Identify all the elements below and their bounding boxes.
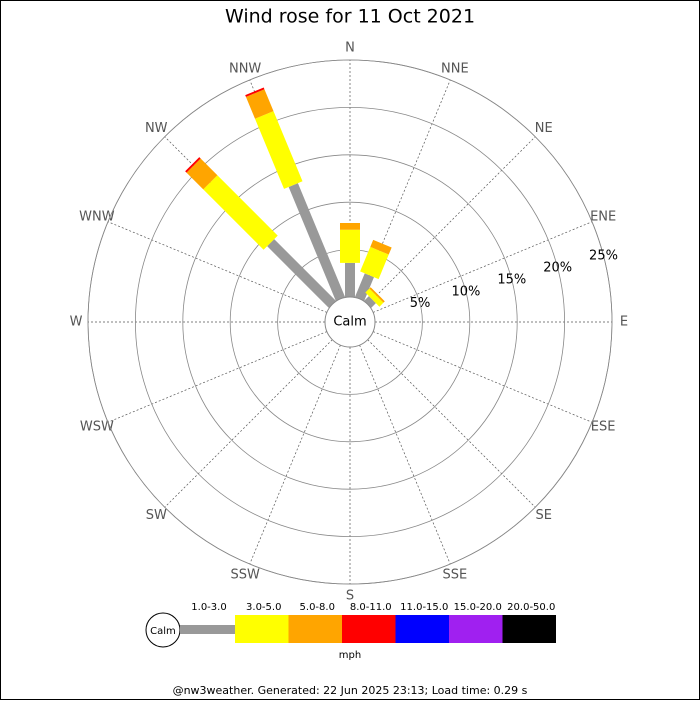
calm-label: Calm	[333, 315, 366, 330]
direction-label: SE	[536, 508, 552, 523]
direction-label: W	[70, 315, 83, 330]
direction-line	[367, 136, 536, 305]
wind-segment	[255, 111, 303, 189]
wind-segment	[370, 239, 392, 255]
legend-label: 20.0-50.0	[507, 602, 555, 613]
direction-line	[359, 79, 451, 300]
direction-label: WNW	[79, 210, 115, 225]
grid-ring	[87, 59, 613, 585]
direction-line	[372, 221, 593, 313]
direction-label: E	[620, 315, 628, 330]
direction-label: NW	[145, 121, 168, 136]
legend-swatch	[180, 625, 235, 634]
wind-segment	[267, 239, 336, 308]
wind-segment	[245, 87, 265, 97]
direction-line	[372, 331, 593, 423]
wind-segment	[369, 287, 385, 303]
direction-label: SSE	[442, 568, 467, 583]
wind-segment	[186, 158, 218, 190]
wind-segment	[203, 175, 278, 250]
legend-label: 5.0-8.0	[300, 602, 335, 613]
wind-segment	[185, 157, 201, 173]
direction-label: N	[345, 41, 355, 56]
direction-label: WSW	[80, 419, 114, 434]
direction-line	[164, 339, 333, 508]
direction-line	[367, 339, 536, 508]
legend-label: 11.0-15.0	[400, 602, 448, 613]
legend-label: 15.0-20.0	[454, 602, 502, 613]
direction-label: ENE	[590, 210, 616, 225]
direction-label: NNE	[441, 61, 469, 76]
legend-swatch	[395, 615, 449, 643]
wind-segment	[345, 262, 355, 297]
wind-segment	[354, 273, 374, 301]
r-tick-label: 5%	[410, 296, 431, 311]
direction-line	[107, 331, 328, 423]
legend-label: 3.0-5.0	[246, 602, 281, 613]
direction-label: NNW	[229, 61, 261, 76]
direction-label: SW	[146, 508, 167, 523]
direction-label: ESE	[591, 419, 616, 434]
r-tick-label: 25%	[589, 248, 618, 263]
r-tick-label: 15%	[497, 272, 526, 287]
direction-line	[359, 344, 451, 565]
grid-ring	[134, 106, 566, 538]
legend-swatch	[288, 615, 342, 643]
wind-segment	[360, 246, 389, 280]
direction-line	[249, 344, 341, 565]
direction-label: S	[346, 589, 354, 604]
legend-swatch	[235, 615, 289, 643]
direction-line	[107, 221, 328, 313]
r-tick-label: 20%	[543, 260, 572, 275]
direction-label: SSW	[230, 568, 260, 583]
calm-circle	[324, 296, 376, 348]
wind-segment	[365, 288, 384, 307]
grid-ring	[182, 154, 518, 490]
legend-swatch	[449, 615, 503, 643]
footer: @nw3weather. Generated: 22 Jun 2025 23:1…	[173, 684, 528, 697]
wind-segment	[245, 89, 274, 119]
grid-ring	[229, 201, 471, 443]
legend-swatch	[502, 615, 556, 643]
legend-label: 1.0-3.0	[191, 602, 226, 613]
r-tick-label: 10%	[451, 284, 480, 299]
wind-segment	[288, 183, 346, 301]
wind-segment	[340, 223, 360, 230]
wind-segment	[340, 229, 360, 263]
direction-label: NE	[535, 121, 553, 136]
wind-segment	[364, 296, 376, 308]
chart-title: Wind rose for 11 Oct 2021	[225, 6, 475, 28]
unit-label: mph	[339, 650, 361, 661]
legend-swatch	[342, 615, 396, 643]
legend-calm-label: Calm	[150, 626, 176, 637]
legend-label: 8.0-11.0	[350, 602, 392, 613]
